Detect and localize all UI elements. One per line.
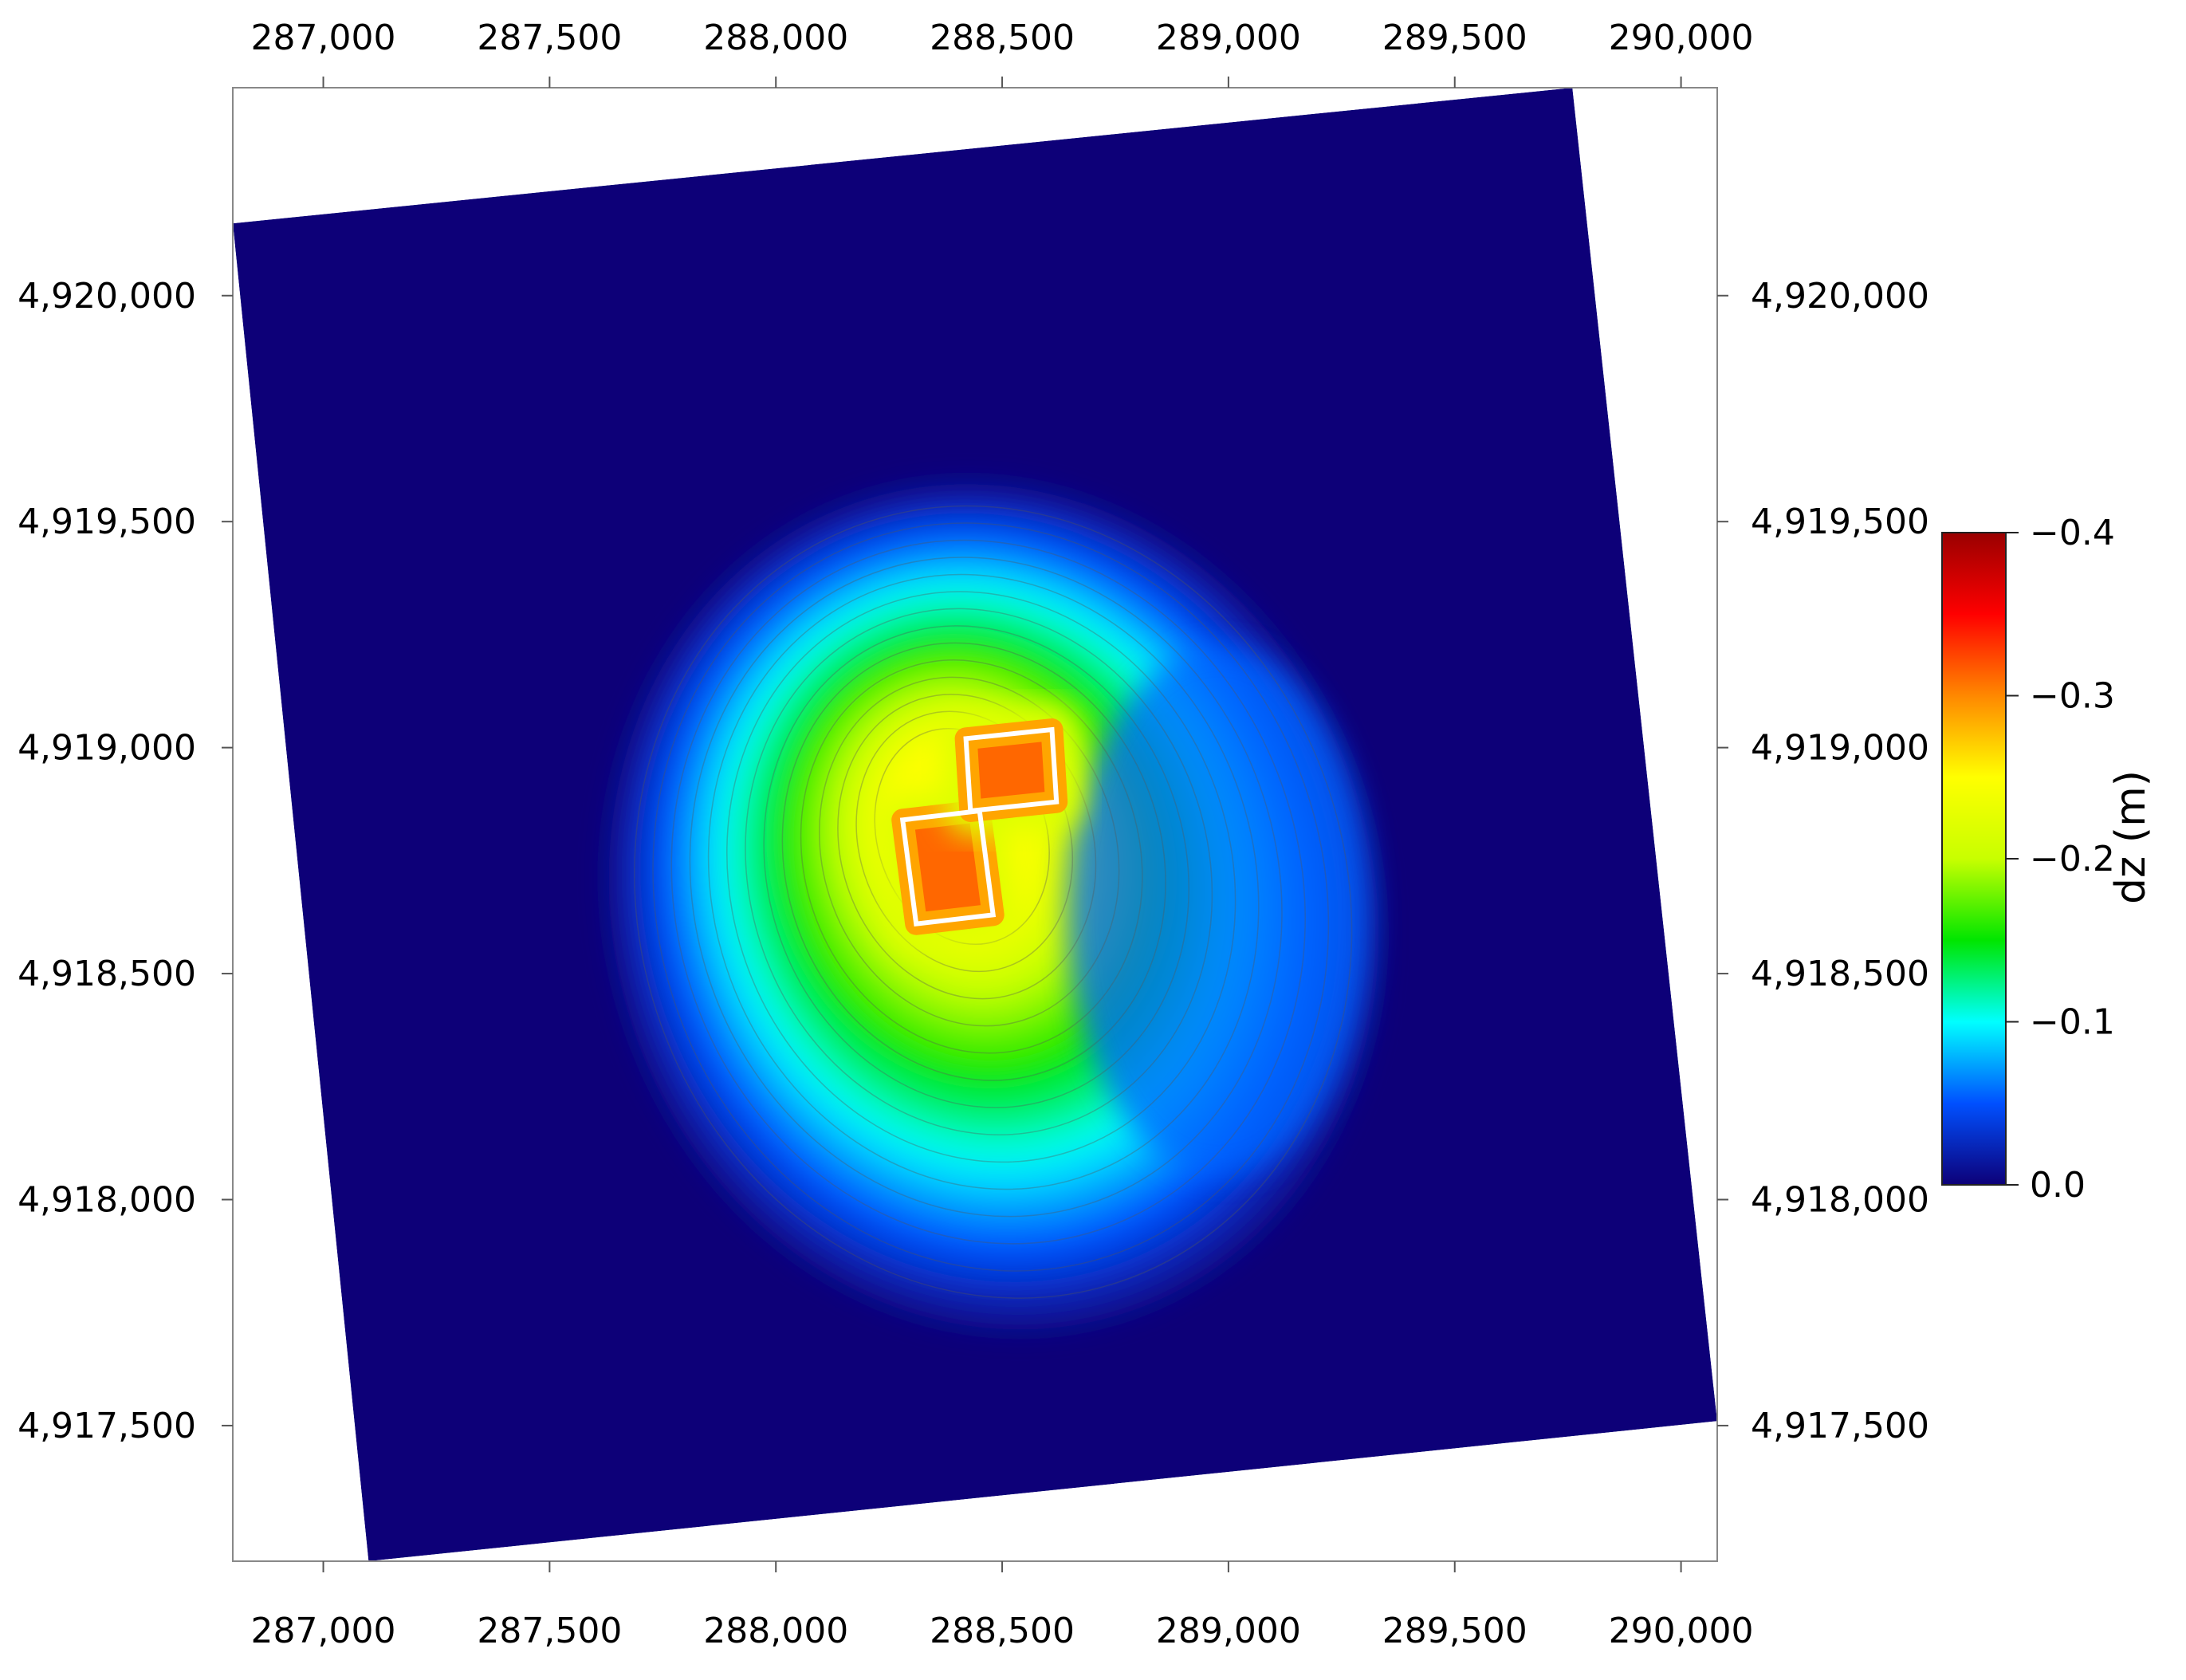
y-tick-label: 4,920,000	[1751, 276, 1929, 317]
zone-outline	[899, 808, 997, 927]
x-tick-label: 287,500	[477, 1611, 622, 1651]
y-tick-label: 4,919,000	[18, 728, 196, 769]
zone-outlines	[899, 726, 1060, 927]
x-tick-label: 289,500	[1382, 1611, 1527, 1651]
contour-line	[818, 676, 1120, 1027]
zone-core	[954, 718, 1068, 822]
colorbar-gradient	[1941, 532, 2007, 1186]
contour-line	[781, 642, 1166, 1081]
contour-line	[670, 539, 1306, 1245]
x-tick-label: 289,500	[1382, 18, 1527, 58]
zone-outline	[963, 726, 1060, 814]
y-tick-label: 4,918,500	[18, 954, 196, 994]
contour-line	[745, 608, 1213, 1135]
x-axis-top: 287,000 287,500 288,000 288,500 289,000 289,5…	[251, 18, 1754, 88]
y-tick-label: 4,918,000	[18, 1180, 196, 1221]
contour-line	[707, 573, 1260, 1190]
y-tick-label: 4,917,500	[1751, 1406, 1929, 1446]
plot-area	[233, 88, 1717, 1561]
subsidence-field	[233, 88, 1717, 1561]
colorbar: −0.4 −0.3 −0.2 −0.1 0.0 dz (m)	[1941, 513, 2155, 1206]
x-tick-label: 290,000	[1609, 1611, 1754, 1651]
y-tick-label: 4,918,000	[1751, 1180, 1929, 1221]
y-tick-label: 4,919,500	[18, 502, 196, 542]
contour-lines	[634, 505, 1353, 1299]
contour-line	[837, 694, 1097, 1000]
contour-line	[652, 522, 1330, 1272]
colorbar-label: dz (m)	[2107, 770, 2155, 904]
colorbar-tick-label: −0.3	[2030, 676, 2115, 717]
x-axis-bottom: 287,000 287,500 288,000 288,500 289,000 289,5…	[251, 1561, 1754, 1651]
contour-line	[763, 625, 1189, 1108]
y-tick-label: 4,919,000	[1751, 728, 1929, 769]
contour-line	[726, 591, 1237, 1163]
contour-line	[634, 505, 1353, 1299]
field-lobe-east	[1067, 647, 1370, 1174]
x-tick-label: 289,000	[1156, 1611, 1301, 1651]
x-tick-label: 288,000	[703, 18, 848, 58]
contour-line	[800, 659, 1143, 1054]
colorbar-ticks: −0.4 −0.3 −0.2 −0.1 0.0	[2006, 513, 2115, 1206]
colorbar-tick-label: 0.0	[2030, 1165, 2086, 1206]
x-tick-label: 287,000	[251, 18, 396, 58]
x-tick-label: 287,000	[251, 1611, 396, 1651]
y-tick-label: 4,918,500	[1751, 954, 1929, 994]
x-tick-label: 288,500	[930, 1611, 1075, 1651]
colorbar-tick-label: −0.2	[2030, 839, 2115, 879]
x-tick-label: 290,000	[1609, 18, 1754, 58]
y-axis-right: 4,917,500 4,918,000 4,918,500 4,919,000 4,91…	[1717, 276, 1929, 1446]
y-tick-label: 4,919,500	[1751, 502, 1929, 542]
y-tick-label: 4,920,000	[18, 276, 196, 317]
y-axis-left: 4,917,500 4,918,000 4,918,500 4,919,000 4,91…	[18, 276, 233, 1446]
x-tick-label: 288,000	[703, 1611, 848, 1651]
x-tick-label: 288,500	[930, 18, 1075, 58]
colorbar-tick-label: −0.1	[2030, 1002, 2115, 1043]
x-tick-label: 287,500	[477, 18, 622, 58]
plot-frame	[232, 87, 1718, 1562]
y-tick-label: 4,917,500	[18, 1406, 196, 1446]
x-tick-label: 289,000	[1156, 18, 1301, 58]
colorbar-tick-label: −0.4	[2030, 513, 2115, 553]
contour-line	[689, 557, 1283, 1218]
